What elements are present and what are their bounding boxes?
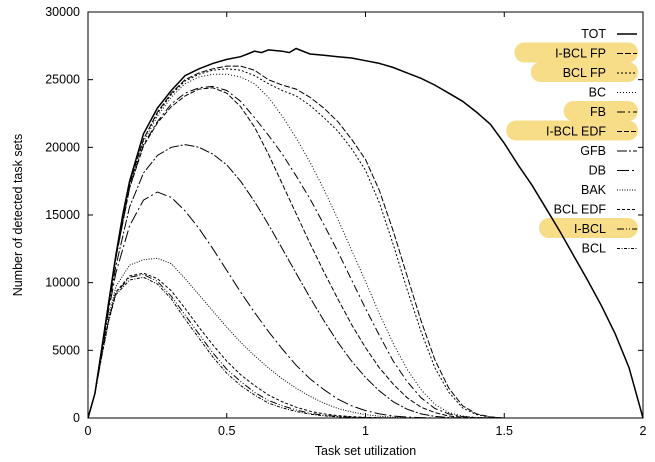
legend: TOT I-BCL FP BCL FP BC FB I-BCL EDF GFB DB BAK BC… — [546, 27, 637, 256]
x-tick-label: 0 — [85, 424, 92, 438]
x-axis: 0 0.5 1 1.5 2 — [85, 12, 647, 438]
legend-label-i-bcl-edf: I-BCL EDF — [546, 125, 606, 139]
legend-label-bcl-edf: BCL EDF — [554, 203, 607, 217]
series-line-tot — [87, 47, 644, 419]
y-tick-label: 20000 — [45, 140, 80, 154]
series-line-i-bcl — [87, 273, 505, 419]
legend-label-bcl: BCL — [582, 242, 606, 256]
y-axis-label: Number of detected task sets — [11, 134, 25, 297]
series-line-gfb — [87, 144, 505, 419]
legend-label-db: DB — [589, 164, 606, 178]
series-line-bcl-edf — [87, 272, 505, 419]
legend-label-bc: BC — [589, 86, 606, 100]
legend-label-i-bcl-fp: I-BCL FP — [555, 47, 606, 61]
legend-label-fb: FB — [590, 105, 606, 119]
y-tick-label: 15000 — [45, 208, 80, 222]
legend-label-i-bcl: I-BCL — [574, 222, 606, 236]
x-tick-label: 0.5 — [218, 424, 235, 438]
y-tick-label: 0 — [73, 411, 80, 425]
legend-highlight-i-bcl-edf — [506, 120, 638, 141]
series-line-i-bcl-edf — [87, 87, 505, 419]
legend-label-tot: TOT — [581, 27, 606, 41]
series-line-bcl-fp — [87, 68, 505, 419]
series-line-bcl — [87, 276, 505, 419]
legend-highlight-i-bcl-fp — [514, 42, 638, 63]
y-tick-label: 25000 — [45, 73, 80, 87]
x-axis-label: Task set utilization — [315, 444, 416, 458]
y-axis: 0 5000 10000 15000 20000 25000 30000 — [45, 5, 643, 425]
legend-highlights — [506, 42, 638, 238]
series-line-fb — [87, 85, 505, 419]
y-tick-label: 5000 — [52, 343, 80, 357]
legend-highlight-fb — [563, 101, 638, 121]
x-tick-label: 1 — [362, 424, 369, 438]
series-line-db — [87, 191, 505, 419]
legend-label-bak: BAK — [581, 183, 607, 197]
legend-label-bcl-fp: BCL FP — [563, 66, 606, 80]
x-tick-label: 1.5 — [496, 424, 513, 438]
y-tick-label: 10000 — [45, 276, 80, 290]
legend-label-gfb: GFB — [580, 144, 606, 158]
legend-highlight-i-bcl — [539, 218, 638, 238]
series-line-bak — [87, 257, 505, 419]
x-tick-label: 2 — [640, 424, 647, 438]
y-tick-label: 30000 — [45, 5, 80, 19]
legend-highlight-bcl-fp — [530, 62, 638, 82]
